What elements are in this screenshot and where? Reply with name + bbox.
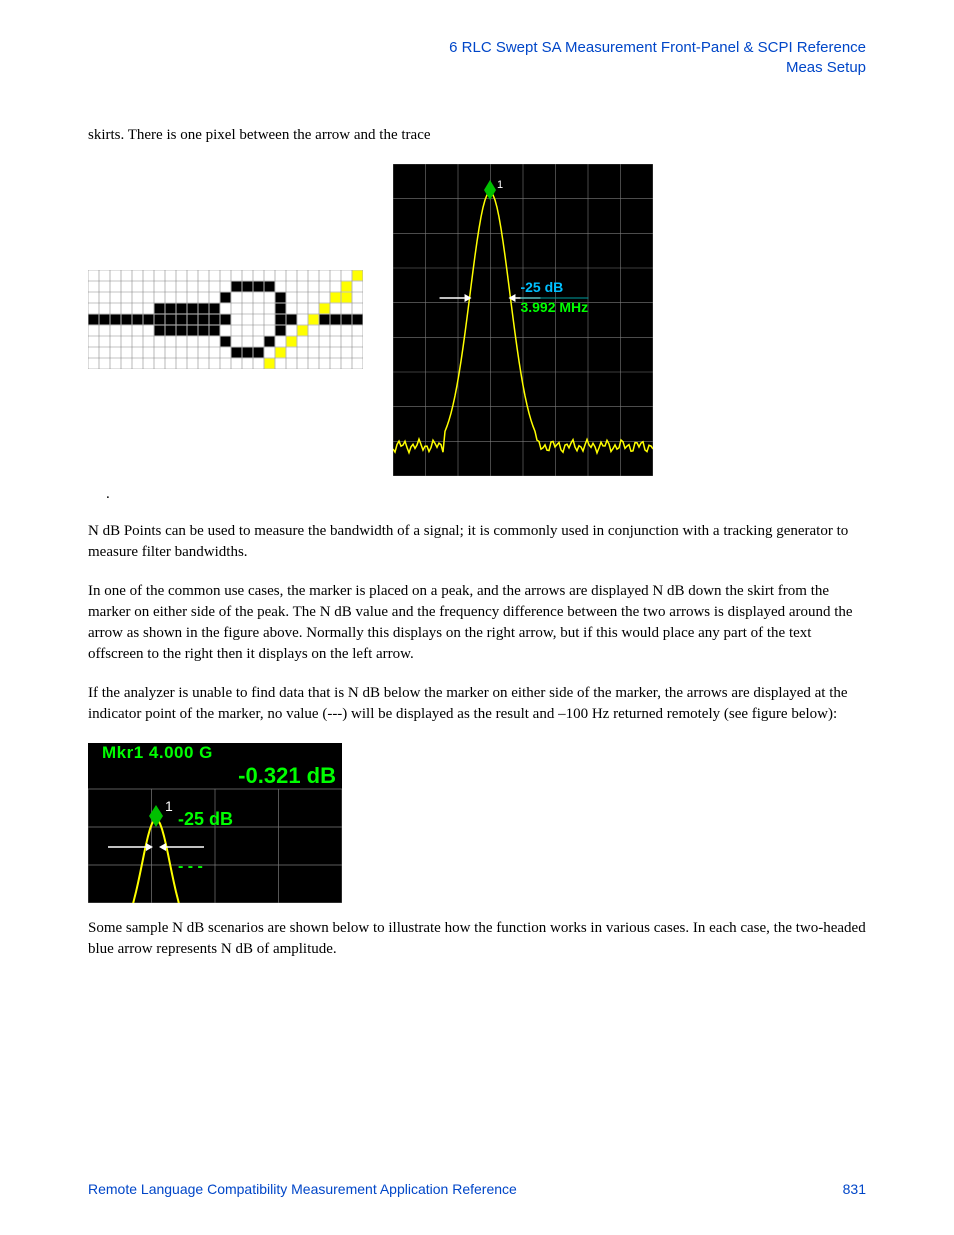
figure-row-1: 1 -25 dB 3.992 MHz — [88, 164, 866, 476]
footer-doc-title: Remote Language Compatibility Measuremen… — [88, 1181, 517, 1197]
header-line-2: Meas Setup — [88, 58, 866, 78]
svg-text:- - -: - - - — [178, 858, 203, 875]
paragraph-4: If the analyzer is unable to find data t… — [88, 683, 866, 725]
paragraph-2: N dB Points can be used to measure the b… — [88, 521, 866, 563]
lone-dot: . — [106, 486, 866, 503]
svg-text:3.992 MHz: 3.992 MHz — [520, 299, 588, 315]
paragraph-1: skirts. There is one pixel between the a… — [88, 125, 866, 146]
paragraph-3: In one of the common use cases, the mark… — [88, 581, 866, 665]
svg-text:1: 1 — [165, 798, 173, 814]
footer-page-number: 831 — [843, 1181, 866, 1197]
svg-text:-0.321 dB: -0.321 dB — [238, 763, 336, 788]
ndb-fail-figure: Mkr1 4.000 G-0.321 dB1-25 dB- - - — [88, 743, 342, 903]
paragraph-5: Some sample N dB scenarios are shown bel… — [88, 918, 866, 960]
svg-text:-25 dB: -25 dB — [520, 279, 563, 295]
svg-text:-25 dB: -25 dB — [178, 809, 233, 829]
header-line-1: 6 RLC Swept SA Measurement Front-Panel &… — [88, 38, 866, 58]
page-footer: Remote Language Compatibility Measuremen… — [88, 1181, 866, 1197]
spectrum-analyzer-figure: 1 -25 dB 3.992 MHz — [393, 164, 653, 476]
page-header: 6 RLC Swept SA Measurement Front-Panel &… — [88, 38, 866, 79]
pixel-detail-figure — [88, 270, 363, 369]
svg-text:1: 1 — [497, 179, 503, 191]
